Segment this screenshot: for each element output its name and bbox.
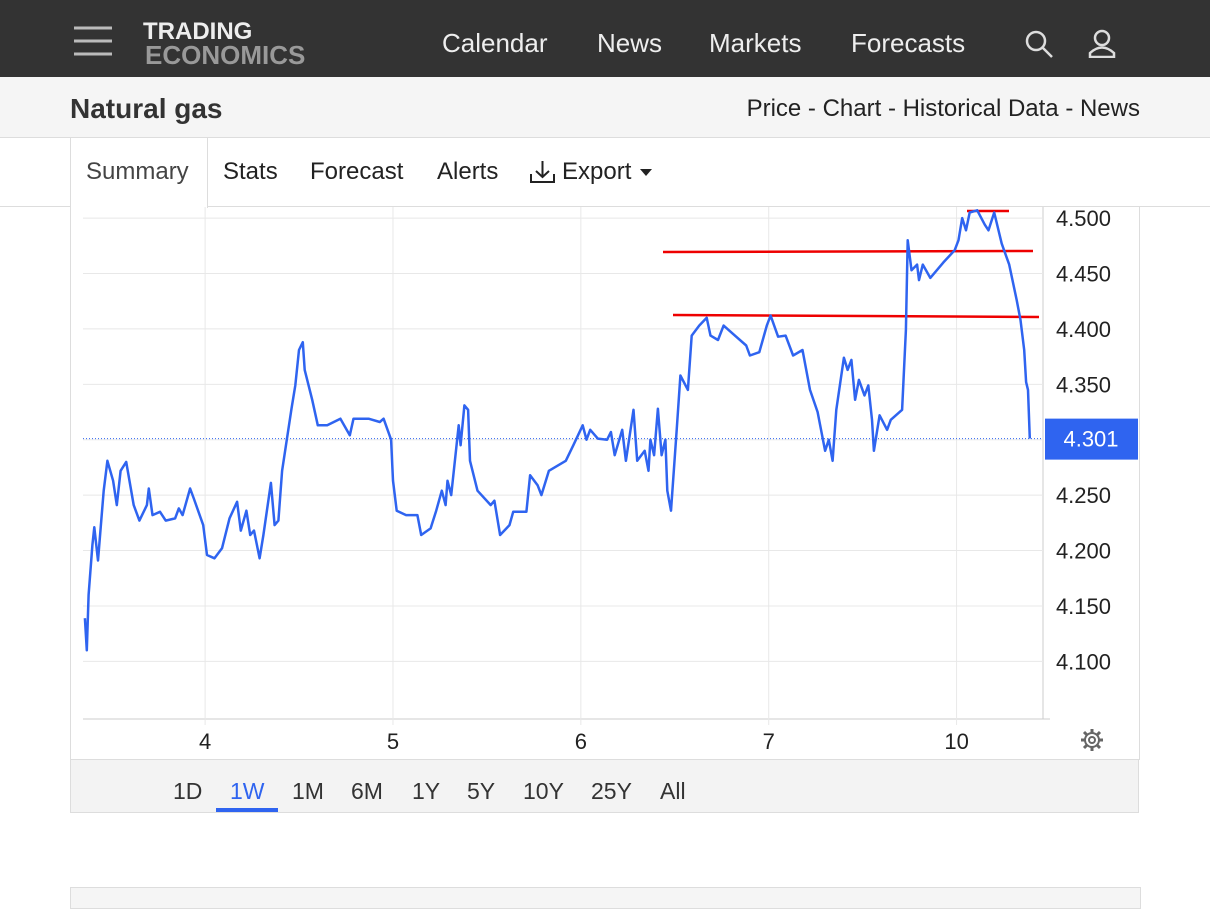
range-button[interactable]: 1W bbox=[230, 778, 265, 804]
y-tick-label: 4.150 bbox=[1056, 594, 1111, 619]
last-price-label: 4.301 bbox=[1063, 427, 1118, 452]
range-button[interactable]: 10Y bbox=[523, 778, 564, 804]
range-button[interactable]: 1D bbox=[173, 778, 203, 804]
range-button[interactable]: 6M bbox=[351, 778, 383, 804]
tab[interactable]: Stats bbox=[223, 158, 278, 185]
tab[interactable]: Forecast bbox=[310, 158, 404, 185]
chart: 4.1004.1504.2004.2504.3004.3504.4004.450… bbox=[70, 207, 1140, 760]
logo-bottom[interactable]: ECONOMICS bbox=[145, 40, 306, 70]
next-panel bbox=[70, 887, 1141, 909]
y-tick-label: 4.350 bbox=[1056, 372, 1111, 397]
range-bar bbox=[70, 759, 1139, 813]
settings-icon[interactable] bbox=[1081, 729, 1103, 751]
x-tick-label: 10 bbox=[944, 729, 968, 754]
price-line bbox=[83, 209, 1032, 652]
y-tick-label: 4.200 bbox=[1056, 539, 1111, 564]
y-tick-label: 4.100 bbox=[1056, 649, 1111, 674]
active-underline bbox=[216, 808, 278, 812]
range-button[interactable]: 5Y bbox=[467, 778, 496, 804]
range-button[interactable]: 1M bbox=[292, 778, 324, 804]
x-tick-label: 7 bbox=[763, 729, 775, 754]
range-button[interactable]: 1Y bbox=[412, 778, 441, 804]
drawn-line bbox=[672, 313, 1040, 319]
nav-link[interactable]: Forecasts bbox=[851, 28, 966, 58]
x-tick-label: 6 bbox=[575, 729, 587, 754]
y-tick-label: 4.400 bbox=[1056, 317, 1111, 342]
drawn-line bbox=[662, 249, 1034, 254]
tab[interactable]: Export bbox=[562, 158, 632, 185]
range-button[interactable]: All bbox=[660, 778, 686, 804]
y-tick-label: 4.450 bbox=[1056, 261, 1111, 286]
y-tick-label: 4.250 bbox=[1056, 483, 1111, 508]
range-button[interactable]: 25Y bbox=[591, 778, 632, 804]
x-tick-label: 5 bbox=[387, 729, 399, 754]
user-icon[interactable] bbox=[1087, 28, 1117, 58]
tab[interactable]: Alerts bbox=[437, 158, 499, 185]
nav-link[interactable]: Markets bbox=[709, 28, 802, 58]
last-price-box bbox=[1045, 418, 1138, 460]
header-links[interactable]: Price - Chart - Historical Data - News bbox=[746, 95, 1140, 122]
nav-link[interactable]: Calendar bbox=[442, 28, 548, 58]
dropdown-caret[interactable] bbox=[639, 168, 653, 178]
menu-icon[interactable] bbox=[74, 26, 112, 56]
active-tab[interactable] bbox=[70, 138, 208, 208]
tab-border bbox=[208, 206, 1210, 207]
header-bar: Natural gas Price - Chart - Historical D… bbox=[0, 77, 1210, 138]
nav-link[interactable]: News bbox=[597, 28, 663, 58]
top-nav: TRADING ECONOMICS Calendar News Markets … bbox=[0, 0, 1210, 77]
search-icon[interactable] bbox=[1024, 29, 1054, 59]
tab-border bbox=[0, 206, 70, 207]
tab[interactable]: Summary bbox=[86, 158, 189, 185]
export-icon[interactable] bbox=[529, 159, 557, 185]
y-tick-label: 4.500 bbox=[1056, 207, 1111, 231]
page-title: Natural gas bbox=[70, 93, 223, 124]
logo-top[interactable]: TRADING bbox=[143, 18, 253, 45]
x-tick-label: 4 bbox=[199, 729, 211, 754]
